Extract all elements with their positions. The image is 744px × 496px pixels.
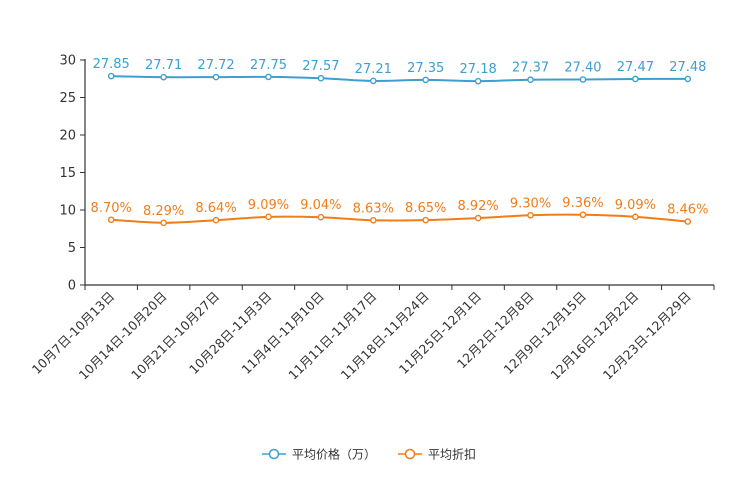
data-label: 8.92% bbox=[457, 199, 498, 214]
data-point[interactable] bbox=[317, 74, 325, 82]
data-label: 8.64% bbox=[195, 201, 236, 216]
data-label: 27.35 bbox=[407, 61, 444, 76]
data-label: 27.47 bbox=[617, 60, 654, 75]
x-tick-label: 11月18日-11月24日 bbox=[338, 289, 432, 383]
data-label: 27.18 bbox=[460, 62, 497, 77]
axes bbox=[84, 59, 714, 286]
data-label: 8.46% bbox=[667, 203, 708, 218]
series-1: 8.70% 8.29% 8.64% 9.09% 9.04% 8.63% 8.65% 8.92%… bbox=[91, 196, 708, 227]
data-point[interactable] bbox=[369, 77, 377, 85]
x-tick-label: 10月14日-10月20日 bbox=[76, 289, 170, 383]
data-point[interactable] bbox=[632, 213, 639, 221]
series-line bbox=[111, 75, 688, 83]
data-point[interactable] bbox=[265, 213, 272, 221]
x-tick-label: 12月23日-12月29日 bbox=[600, 289, 694, 383]
x-tick-label: 11月11日-11月17日 bbox=[285, 289, 379, 383]
data-point[interactable] bbox=[527, 76, 534, 84]
legend-marker-icon bbox=[268, 448, 280, 460]
legend-item-1[interactable]: 平均折扣 bbox=[398, 447, 476, 462]
data-label: 9.36% bbox=[562, 196, 603, 211]
y-tick-label: 20 bbox=[59, 129, 76, 144]
legend[interactable]: 平均价格（万） 平均折扣 bbox=[262, 447, 476, 462]
legend-marker-icon bbox=[404, 448, 416, 460]
x-axis-ticks: 10月7日-10月13日10月14日-10月20日10月21日-10月27日10… bbox=[29, 285, 715, 383]
data-point[interactable] bbox=[422, 76, 430, 84]
data-point[interactable] bbox=[422, 216, 430, 224]
data-point[interactable] bbox=[212, 73, 220, 81]
data-point[interactable] bbox=[527, 211, 534, 219]
data-point[interactable] bbox=[684, 75, 692, 83]
y-tick-label: 15 bbox=[59, 166, 76, 181]
legend-label: 平均价格（万） bbox=[292, 447, 376, 462]
data-point[interactable] bbox=[474, 214, 482, 222]
data-label: 27.75 bbox=[250, 58, 287, 73]
y-tick-label: 30 bbox=[59, 54, 76, 69]
data-point[interactable] bbox=[369, 216, 377, 224]
data-label: 8.63% bbox=[353, 201, 394, 216]
data-label: 27.72 bbox=[197, 58, 234, 73]
data-label: 9.04% bbox=[300, 198, 341, 213]
data-label: 8.29% bbox=[143, 204, 184, 219]
data-point[interactable] bbox=[212, 216, 220, 224]
y-tick-label: 0 bbox=[68, 279, 76, 294]
legend-item-0[interactable]: 平均价格（万） bbox=[262, 447, 376, 462]
data-label: 8.70% bbox=[91, 201, 132, 216]
data-label: 27.40 bbox=[564, 61, 601, 76]
data-point[interactable] bbox=[579, 76, 587, 83]
series-0: 27.85 27.71 27.72 27.75 27.57 27.21 27.35 27.18… bbox=[93, 57, 706, 85]
data-point[interactable] bbox=[160, 219, 167, 227]
data-label: 9.30% bbox=[510, 196, 551, 211]
y-tick-label: 5 bbox=[68, 241, 76, 256]
data-label: 9.09% bbox=[615, 198, 656, 213]
y-axis-ticks: 0 5 10 15 20 25 30 bbox=[59, 54, 85, 294]
data-label: 8.65% bbox=[405, 201, 446, 216]
data-label: 27.21 bbox=[355, 62, 392, 77]
data-label: 27.37 bbox=[512, 61, 549, 76]
data-point[interactable] bbox=[684, 218, 692, 225]
data-label: 9.09% bbox=[248, 198, 289, 213]
data-point[interactable] bbox=[107, 216, 115, 224]
series-layer: 27.85 27.71 27.72 27.75 27.57 27.21 27.35 27.18… bbox=[91, 57, 708, 227]
x-tick-label: 10月21日-10月27日 bbox=[128, 289, 222, 383]
series-line bbox=[111, 213, 688, 224]
data-point[interactable] bbox=[265, 73, 272, 81]
y-tick-label: 25 bbox=[59, 91, 76, 106]
data-label: 27.57 bbox=[302, 59, 339, 74]
data-point[interactable] bbox=[107, 72, 115, 80]
x-tick-label: 12月16日-12月22日 bbox=[547, 289, 641, 383]
data-point[interactable] bbox=[474, 77, 482, 85]
legend-label: 平均折扣 bbox=[428, 447, 476, 462]
data-point[interactable] bbox=[632, 75, 639, 83]
data-point[interactable] bbox=[579, 211, 587, 219]
y-tick-label: 10 bbox=[59, 204, 76, 219]
data-label: 27.71 bbox=[145, 58, 182, 73]
data-point[interactable] bbox=[160, 73, 167, 81]
data-label: 27.48 bbox=[669, 60, 706, 75]
data-label: 27.85 bbox=[93, 57, 130, 72]
data-point[interactable] bbox=[317, 213, 325, 221]
